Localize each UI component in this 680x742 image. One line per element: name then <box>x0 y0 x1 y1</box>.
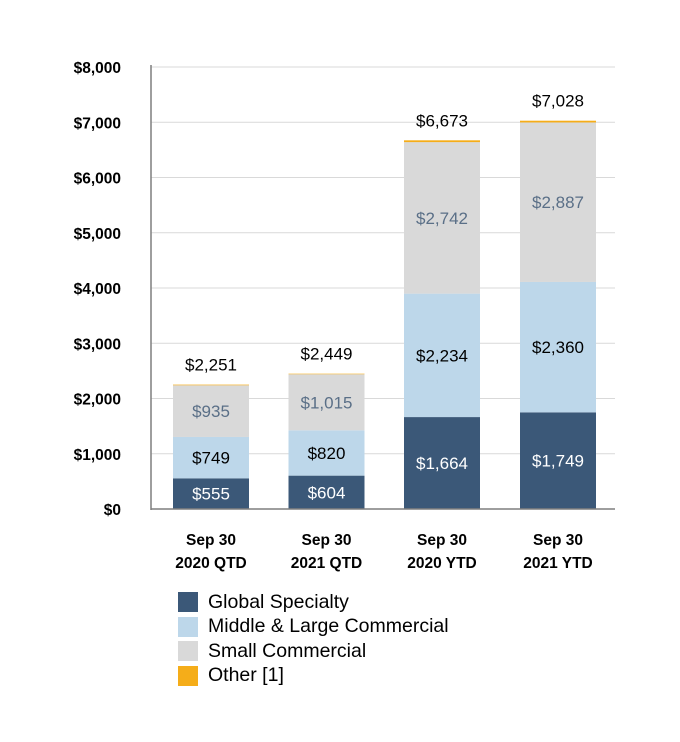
legend-label: Small Commercial <box>208 639 367 662</box>
data-label: $2,360 <box>532 338 584 357</box>
y-tick-label: $6,000 <box>74 171 121 188</box>
x-tick-label: 2020 QTD <box>175 555 247 572</box>
data-label: $1,015 <box>301 393 353 412</box>
y-tick-label: $1,000 <box>74 447 121 464</box>
bar-segment <box>288 374 365 431</box>
bar-segment <box>404 142 480 294</box>
bar-segment <box>173 436 249 479</box>
stacked-bar-chart: $0 $1,000 $2,000 $3,000 $4,000 $5,000 $6,000 $7… <box>74 60 615 572</box>
y-tick-label: $7,000 <box>74 115 121 132</box>
data-label: $2,742 <box>416 209 468 228</box>
bar-segment <box>520 122 596 282</box>
legend-item-other: Other [1] <box>178 664 449 689</box>
total-label: $2,449 <box>301 345 353 364</box>
bar-segment <box>520 412 596 509</box>
legend-swatch <box>178 641 198 662</box>
legend-item-global-specialty: Global Specialty <box>178 590 449 615</box>
x-tick-label: 2020 YTD <box>407 555 477 572</box>
y-tick-label: $0 <box>104 502 121 519</box>
y-tick-label: $3,000 <box>74 336 121 353</box>
data-label: $935 <box>192 402 230 421</box>
data-label: $749 <box>192 449 230 468</box>
bar-segment <box>520 120 596 123</box>
y-tick-label: $8,000 <box>74 60 121 77</box>
bar-segment <box>288 373 365 375</box>
bar-segment <box>288 475 365 509</box>
data-label: $2,234 <box>416 346 468 365</box>
legend-swatch <box>178 665 198 686</box>
bar-segment <box>173 384 249 386</box>
bar-segment <box>288 430 365 476</box>
legend-label: Middle & Large Commercial <box>208 615 449 638</box>
total-label: $6,673 <box>416 111 468 130</box>
x-tick-label: 2021 YTD <box>523 555 593 572</box>
data-label: $555 <box>192 485 230 504</box>
total-label: $7,028 <box>532 92 584 111</box>
y-axis-tick-labels: $0 $1,000 $2,000 $3,000 $4,000 $5,000 $6,000 $7… <box>74 60 121 519</box>
bar-segment <box>404 140 480 143</box>
x-tick-label: Sep 30 <box>533 532 583 549</box>
x-tick-label: Sep 30 <box>302 532 352 549</box>
bar-segment <box>404 293 480 418</box>
legend-item-small-commercial: Small Commercial <box>178 639 449 664</box>
y-tick-label: $4,000 <box>74 281 121 298</box>
data-label: $604 <box>308 483 346 502</box>
data-label: $2,887 <box>532 193 584 212</box>
x-tick-label: Sep 30 <box>186 532 236 549</box>
bar-segment <box>173 385 249 437</box>
total-label: $2,251 <box>185 356 237 375</box>
x-tick-label: Sep 30 <box>417 532 467 549</box>
legend-label: Global Specialty <box>208 590 349 613</box>
data-label: $820 <box>308 444 346 463</box>
legend-swatch <box>178 592 198 613</box>
data-label: $1,664 <box>416 454 468 473</box>
bars <box>173 120 596 509</box>
x-tick-label: 2021 QTD <box>291 555 363 572</box>
y-tick-label: $2,000 <box>74 392 121 409</box>
legend-swatch <box>178 616 198 637</box>
bar-segment <box>173 478 249 509</box>
legend-label: Other [1] <box>208 664 284 687</box>
bar-segment <box>404 417 480 509</box>
x-axis-tick-labels: Sep 30 2020 QTD Sep 30 2021 QTD Sep 30 2020 Y… <box>175 532 593 572</box>
data-labels: $555 $749 $935 $2,251 $604 $820 $1,015 $2,449 $1… <box>185 92 584 504</box>
bar-segment <box>520 281 596 413</box>
legend: Global Specialty Middle & Large Commerci… <box>178 590 449 688</box>
data-label: $1,749 <box>532 452 584 471</box>
legend-item-middle-large-commercial: Middle & Large Commercial <box>178 615 449 640</box>
y-tick-label: $5,000 <box>74 226 121 243</box>
